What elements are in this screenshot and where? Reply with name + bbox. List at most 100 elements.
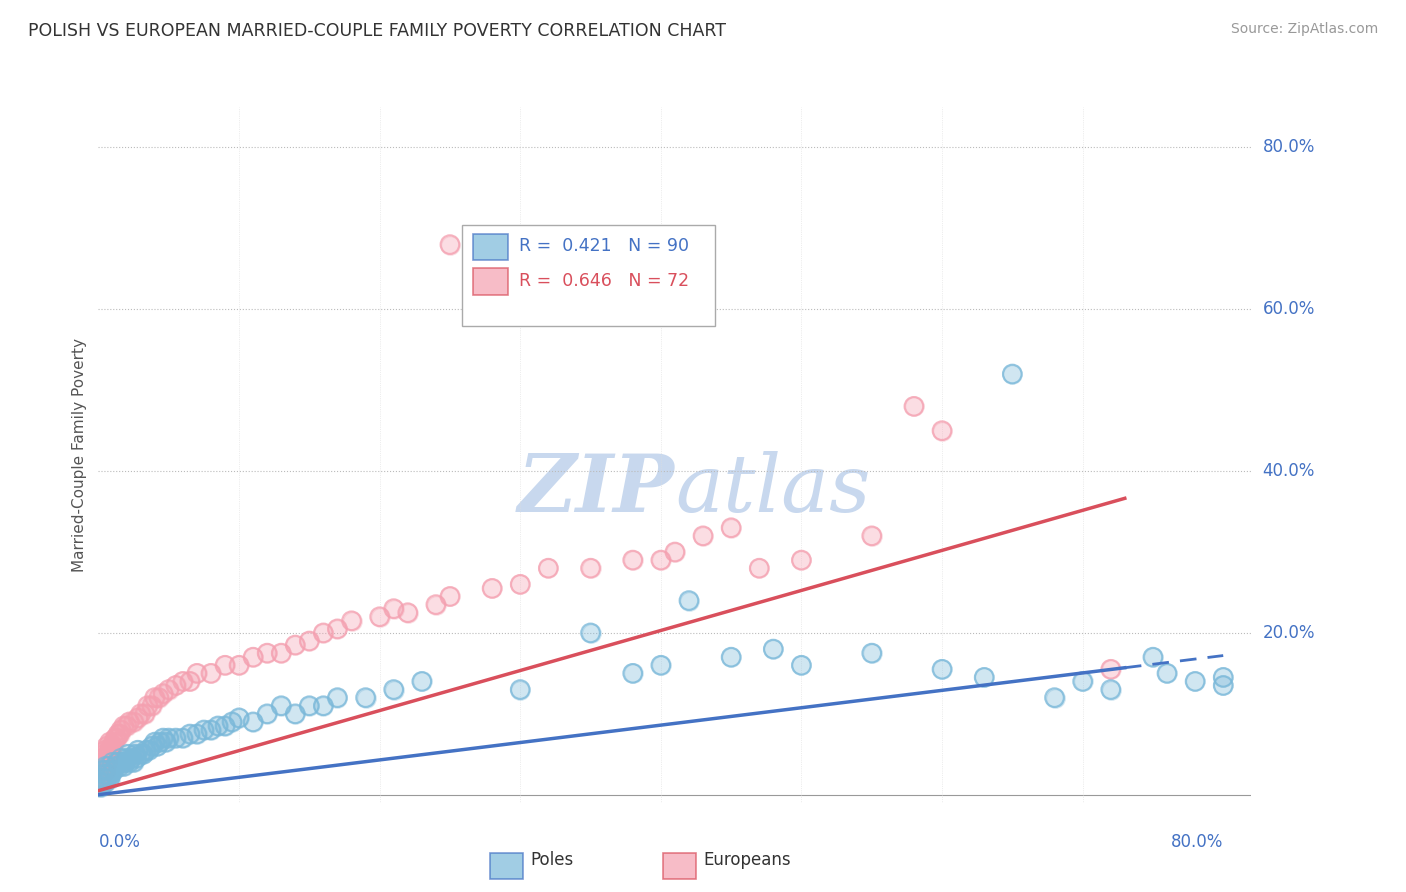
Point [790, 553, 813, 567]
Point [298, 634, 321, 648]
Point [186, 666, 208, 681]
Point [143, 690, 166, 705]
Point [481, 582, 503, 596]
Point [1184, 674, 1206, 689]
Point [104, 759, 127, 773]
Point [96, 772, 118, 786]
Point [242, 714, 264, 729]
Point [94, 764, 117, 778]
FancyBboxPatch shape [472, 234, 508, 260]
Point [214, 719, 236, 733]
Point [125, 751, 148, 765]
Point [650, 658, 672, 673]
Point [284, 638, 307, 652]
Point [104, 759, 127, 773]
Point [93, 764, 115, 778]
Point [1001, 367, 1024, 381]
Point [340, 614, 363, 628]
Point [149, 735, 172, 749]
Point [122, 756, 145, 770]
Point [112, 719, 135, 733]
Text: R =  0.646   N = 72: R = 0.646 N = 72 [519, 272, 689, 290]
Point [621, 666, 644, 681]
Point [340, 614, 363, 628]
Point [136, 698, 159, 713]
Point [165, 731, 187, 745]
Point [720, 521, 742, 535]
Point [89, 772, 111, 786]
Point [621, 553, 644, 567]
Point [152, 731, 174, 745]
Point [143, 735, 166, 749]
Point [91, 767, 114, 781]
Point [124, 747, 146, 762]
Point [107, 727, 129, 741]
Point [1043, 690, 1066, 705]
Point [860, 646, 883, 660]
Point [101, 756, 124, 770]
Point [115, 719, 138, 733]
Point [149, 735, 172, 749]
Point [98, 735, 121, 749]
Point [439, 237, 461, 252]
Point [94, 759, 117, 773]
Text: 0.0%: 0.0% [98, 833, 141, 851]
FancyBboxPatch shape [472, 268, 508, 295]
Point [91, 767, 114, 781]
Point [172, 731, 194, 745]
Point [537, 561, 560, 575]
Point [157, 731, 180, 745]
Point [141, 739, 163, 754]
Point [1071, 674, 1094, 689]
Point [108, 727, 131, 741]
Point [152, 687, 174, 701]
Point [179, 727, 201, 741]
Point [118, 756, 141, 770]
Point [200, 723, 222, 737]
Point [91, 764, 114, 778]
Point [101, 739, 124, 754]
Point [790, 658, 813, 673]
Point [312, 698, 335, 713]
Text: R =  0.421   N = 90: R = 0.421 N = 90 [519, 237, 689, 255]
Point [90, 767, 112, 781]
Point [537, 561, 560, 575]
Text: 80.0%: 80.0% [1171, 833, 1223, 851]
Point [93, 759, 115, 773]
Point [762, 642, 785, 657]
Point [117, 747, 139, 762]
Point [748, 561, 770, 575]
Point [96, 772, 118, 786]
Point [193, 723, 215, 737]
Point [134, 706, 156, 721]
Point [298, 698, 321, 713]
Point [1099, 662, 1122, 676]
Point [284, 638, 307, 652]
Text: 60.0%: 60.0% [1263, 301, 1315, 318]
Point [1212, 670, 1234, 684]
Point [312, 626, 335, 640]
Point [107, 727, 129, 741]
Text: 80.0%: 80.0% [1263, 138, 1315, 156]
Point [256, 706, 278, 721]
Point [284, 706, 307, 721]
Point [96, 764, 118, 778]
Point [579, 561, 602, 575]
Point [111, 756, 134, 770]
Point [326, 622, 349, 636]
Point [105, 731, 128, 745]
Text: POLISH VS EUROPEAN MARRIED-COUPLE FAMILY POVERTY CORRELATION CHART: POLISH VS EUROPEAN MARRIED-COUPLE FAMILY… [28, 22, 725, 40]
Point [90, 780, 112, 794]
Point [172, 731, 194, 745]
Point [411, 674, 433, 689]
Point [91, 764, 114, 778]
Point [242, 714, 264, 729]
Text: Europeans: Europeans [704, 851, 792, 869]
Point [108, 759, 131, 773]
Point [157, 682, 180, 697]
Point [97, 747, 120, 762]
Point [650, 553, 672, 567]
Point [228, 711, 250, 725]
Text: ZIP: ZIP [517, 451, 675, 528]
Point [93, 759, 115, 773]
